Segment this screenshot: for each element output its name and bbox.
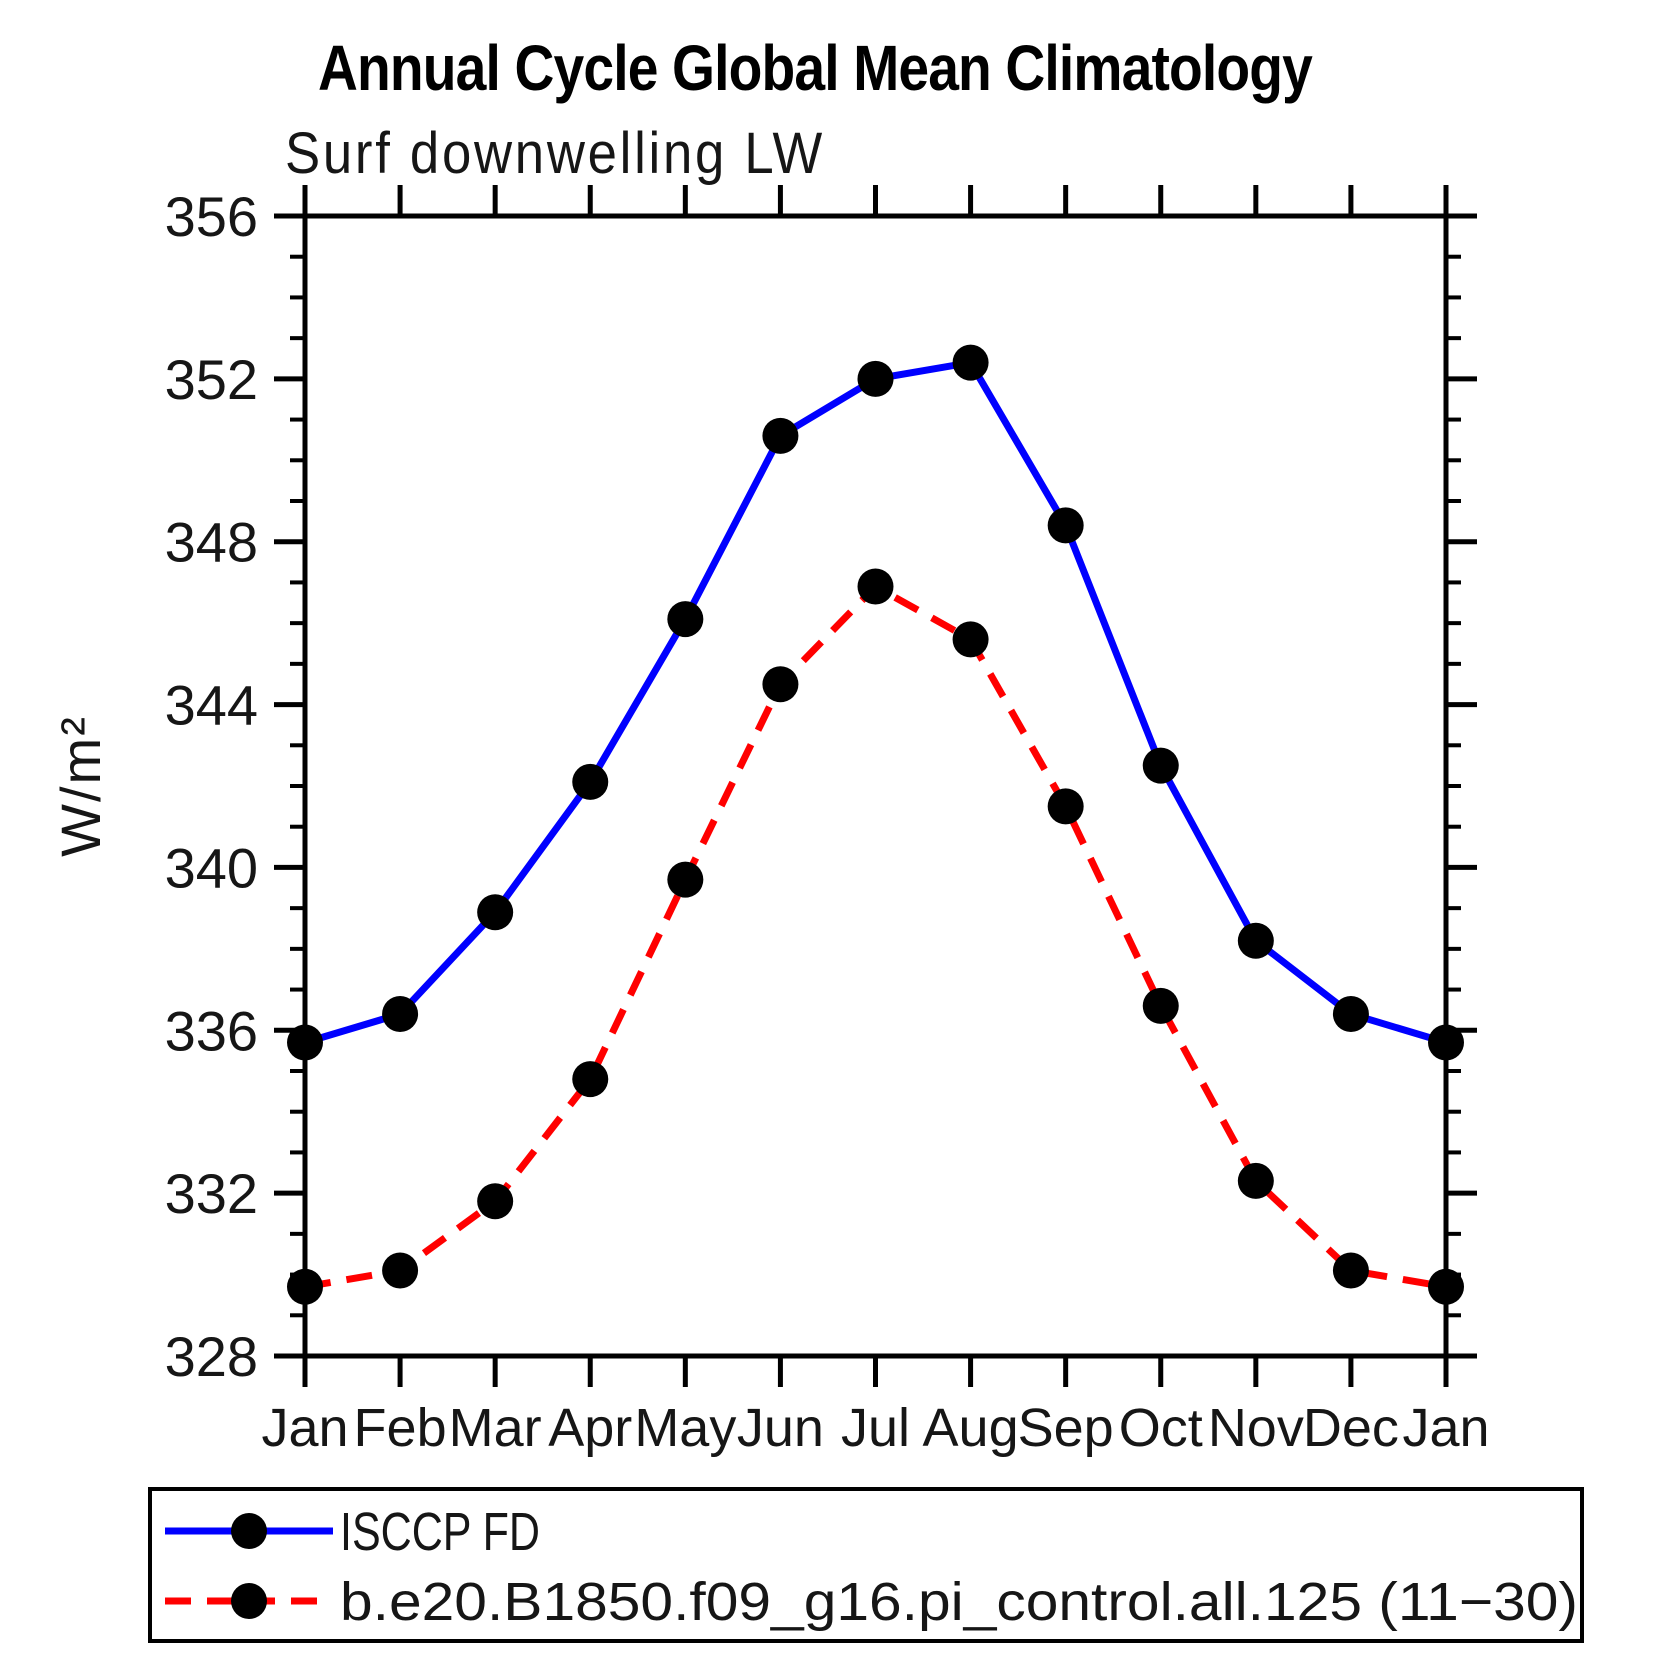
data-point-marker bbox=[572, 763, 609, 800]
data-point-marker bbox=[1047, 507, 1084, 544]
y-tick-label: 340 bbox=[165, 836, 258, 899]
data-point-marker bbox=[382, 996, 419, 1032]
legend-marker-icon bbox=[231, 1513, 267, 1549]
data-point-marker bbox=[1047, 788, 1084, 825]
x-tick-label: Nov bbox=[1208, 1398, 1304, 1458]
chart-subtitle: Surf downwelling LW bbox=[285, 121, 825, 186]
data-point-marker bbox=[667, 861, 704, 898]
data-point-marker bbox=[857, 568, 894, 605]
y-axis-label: W/m² bbox=[49, 715, 112, 857]
x-tick-label: Apr bbox=[548, 1398, 632, 1458]
legend-label-model: b.e20.B1850.f09_g16.pi_control.all.125 (… bbox=[340, 1572, 1578, 1632]
data-point-marker bbox=[952, 344, 989, 381]
data-point-marker bbox=[382, 1252, 419, 1289]
x-tick-label: Dec bbox=[1303, 1398, 1399, 1458]
data-point-marker bbox=[1142, 747, 1179, 784]
data-point-marker bbox=[952, 621, 989, 658]
data-point-marker bbox=[667, 601, 704, 638]
y-tick-label: 348 bbox=[165, 511, 258, 574]
x-tick-label: Mar bbox=[449, 1398, 542, 1458]
data-point-marker bbox=[1237, 922, 1274, 959]
data-point-marker bbox=[762, 666, 799, 703]
y-tick-label: 344 bbox=[165, 674, 258, 737]
series-line-isccp bbox=[303, 358, 1448, 1046]
data-point-marker bbox=[762, 417, 799, 454]
data-point-marker bbox=[477, 894, 514, 931]
x-tick-label: Feb bbox=[354, 1398, 447, 1458]
chart-title: Annual Cycle Global Mean Climatology bbox=[318, 32, 1313, 104]
x-tick-label: Jul bbox=[841, 1398, 910, 1458]
legend-box bbox=[148, 1487, 1584, 1643]
data-point-marker bbox=[857, 360, 894, 397]
data-point-marker bbox=[1142, 987, 1179, 1024]
legend-marker-icon bbox=[231, 1583, 267, 1619]
x-tick-label: Jun bbox=[737, 1398, 824, 1458]
data-point-marker bbox=[1237, 1162, 1274, 1199]
data-point-marker bbox=[1332, 996, 1369, 1032]
x-tick-label: Jan bbox=[261, 1398, 348, 1458]
series-layer bbox=[287, 344, 1464, 1305]
y-tick-label: 356 bbox=[165, 185, 258, 248]
y-tick-label: 332 bbox=[165, 1162, 258, 1225]
x-tick-label: Jan bbox=[1402, 1398, 1489, 1458]
x-tick-label: May bbox=[634, 1398, 736, 1458]
data-point-marker bbox=[477, 1183, 514, 1220]
y-tick-label: 328 bbox=[165, 1325, 258, 1388]
y-tick-label: 352 bbox=[165, 348, 258, 411]
data-point-marker bbox=[572, 1061, 609, 1098]
data-point-marker bbox=[1332, 1252, 1369, 1289]
x-tick-label: Aug bbox=[923, 1398, 1019, 1458]
plot-frame bbox=[302, 213, 1449, 1359]
x-tick-label: Sep bbox=[1018, 1398, 1114, 1458]
y-tick-label: 336 bbox=[165, 999, 258, 1062]
legend-label-isccp: ISCCP FD bbox=[340, 1502, 540, 1562]
x-tick-label: Oct bbox=[1119, 1398, 1203, 1458]
legend: ISCCP FD b.e20.B1850.f09_g16.pi_control.… bbox=[148, 1487, 1584, 1643]
